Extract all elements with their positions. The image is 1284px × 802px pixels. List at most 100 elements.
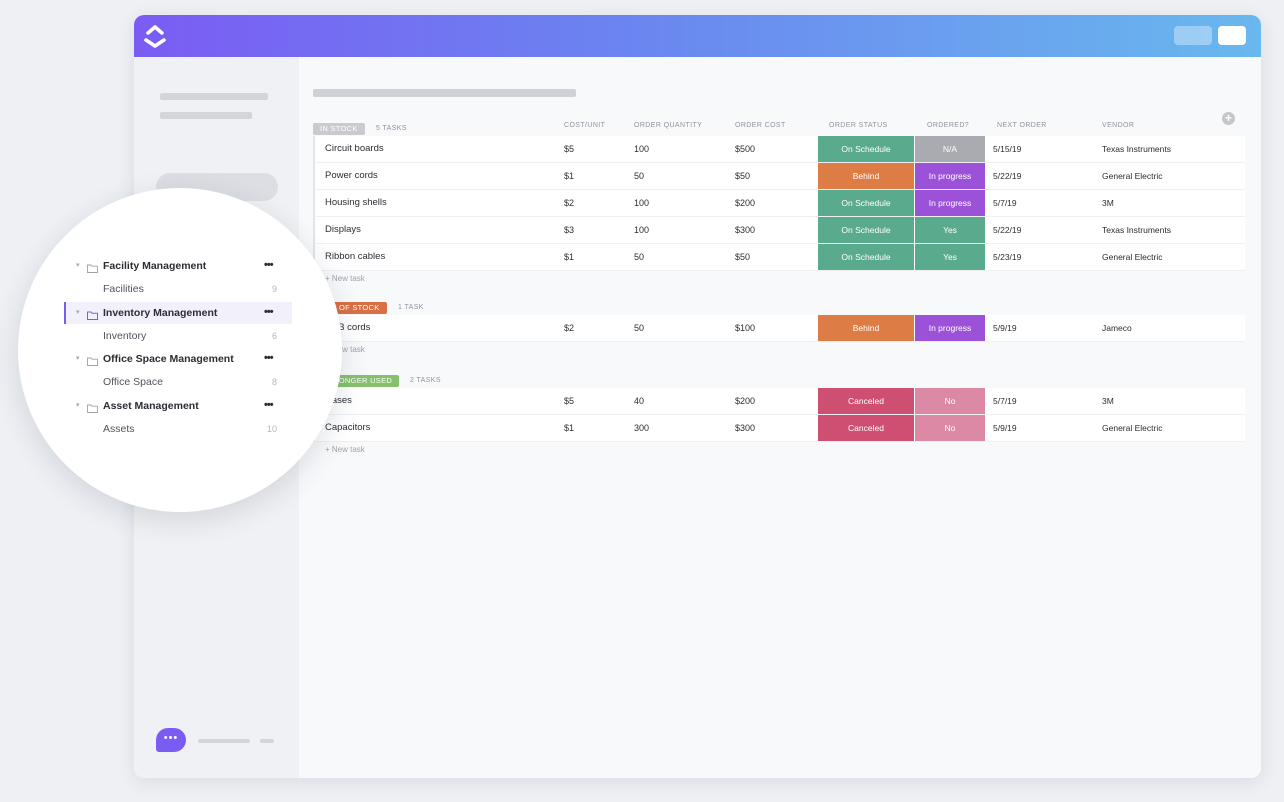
- vendor: Texas Instruments: [1102, 144, 1171, 154]
- task-name: Housing shells: [325, 197, 387, 208]
- table-row[interactable]: USB cords $2 50 $100 5/9/19 Jameco Behind In pr…: [313, 315, 1245, 342]
- list-task-count: 8: [271, 377, 277, 387]
- table-row[interactable]: Circuit boards $5 100 $500 5/15/19 Texas Inst…: [313, 136, 1245, 163]
- order-cost: $200: [735, 396, 756, 406]
- table-row[interactable]: Displays $3 100 $300 5/22/19 Texas Instrument…: [313, 217, 1245, 244]
- folder-row[interactable]: ▾ Facility Management •••: [18, 255, 342, 277]
- column-header[interactable]: ORDERED?: [927, 122, 970, 129]
- sidebar-placeholder-line: [160, 112, 252, 119]
- order-cost: $500: [735, 144, 756, 154]
- order-status-badge[interactable]: Behind: [818, 315, 914, 341]
- more-options-icon[interactable]: •••: [264, 398, 274, 411]
- folder-name: Inventory Management: [103, 306, 218, 319]
- ordered-badge[interactable]: In progress: [915, 190, 985, 216]
- list-item[interactable]: Assets 10: [18, 418, 342, 440]
- column-header[interactable]: VENDOR: [1102, 122, 1135, 129]
- folder-name: Office Space Management: [103, 353, 234, 365]
- top-bar-button[interactable]: [1218, 26, 1246, 45]
- vendor: Texas Instruments: [1102, 225, 1171, 235]
- next-order-date: 5/7/19: [993, 396, 1017, 406]
- more-options-icon[interactable]: •••: [264, 352, 274, 364]
- new-task-button[interactable]: + New task: [325, 345, 365, 354]
- folder-icon: [87, 260, 98, 273]
- folder-icon: [87, 400, 98, 413]
- more-options-icon[interactable]: •••: [264, 305, 274, 318]
- list-name: Facilities: [103, 283, 144, 295]
- folder-row[interactable]: ▾ Asset Management •••: [18, 395, 342, 417]
- folder-row[interactable]: ▾ Office Space Management •••: [18, 348, 342, 370]
- list-task-count: 9: [271, 284, 277, 294]
- next-order-date: 5/15/19: [993, 144, 1022, 154]
- order-status-badge[interactable]: On Schedule: [818, 136, 914, 162]
- order-cost: $100: [735, 323, 756, 333]
- order-status-badge[interactable]: Canceled: [818, 388, 914, 414]
- chat-bubble-icon[interactable]: •••: [156, 728, 186, 752]
- order-cost: $200: [735, 198, 756, 208]
- vendor: 3M: [1102, 396, 1114, 406]
- order-quantity: 100: [634, 225, 650, 235]
- page-title-placeholder: [313, 89, 576, 97]
- vendor: General Electric: [1102, 252, 1163, 262]
- plus-circle-icon[interactable]: +: [1222, 112, 1235, 125]
- task-name: Cases: [325, 395, 352, 406]
- ordered-badge[interactable]: No: [915, 415, 985, 441]
- ordered-badge[interactable]: In progress: [915, 163, 985, 189]
- list-task-count: 10: [266, 423, 277, 434]
- order-status-badge[interactable]: On Schedule: [818, 244, 914, 270]
- vendor: Jameco: [1102, 323, 1132, 333]
- order-status-badge[interactable]: Canceled: [818, 415, 914, 441]
- order-cost: $50: [735, 252, 751, 262]
- order-status-badge[interactable]: On Schedule: [818, 217, 914, 243]
- column-header[interactable]: ORDER QUANTITY: [634, 122, 703, 129]
- column-header[interactable]: ORDER COST: [735, 122, 786, 129]
- column-header[interactable]: ORDER STATUS: [829, 122, 888, 129]
- list-item[interactable]: Facilities 9: [18, 278, 342, 300]
- clickup-logo-icon[interactable]: [142, 22, 168, 50]
- order-quantity: 100: [634, 198, 650, 208]
- table-row[interactable]: Power cords $1 50 $50 5/22/19 General Electri…: [313, 163, 1245, 190]
- caret-down-icon[interactable]: ▾: [76, 401, 80, 409]
- sidebar-placeholder-line: [160, 93, 268, 100]
- column-header[interactable]: NEXT ORDER: [997, 122, 1047, 129]
- table-row[interactable]: Housing shells $2 100 $200 5/7/19 3M On Schedu…: [313, 190, 1245, 217]
- ordered-badge[interactable]: Yes: [915, 217, 985, 243]
- folder-row[interactable]: ▾ Inventory Management •••: [64, 301, 292, 324]
- order-cost: $300: [735, 423, 756, 433]
- next-order-date: 5/9/19: [993, 423, 1017, 433]
- top-bar-button-placeholder[interactable]: [1174, 26, 1212, 45]
- ordered-badge[interactable]: In progress: [915, 315, 985, 341]
- new-task-button[interactable]: + New task: [325, 445, 365, 454]
- list-item[interactable]: Office Space 8: [18, 371, 342, 393]
- caret-down-icon[interactable]: ▾: [76, 262, 80, 269]
- column-header[interactable]: COST/UNIT: [564, 122, 606, 129]
- order-status-badge[interactable]: On Schedule: [818, 190, 914, 216]
- caret-down-icon[interactable]: ▾: [76, 355, 80, 362]
- table-row[interactable]: Capacitors $1 300 $300 5/9/19 General Electri…: [313, 415, 1245, 442]
- ordered-badge[interactable]: No: [915, 388, 985, 414]
- list-name: Assets: [103, 422, 135, 435]
- list-name: Inventory: [103, 329, 147, 342]
- group-task-count: 1 TASK: [398, 304, 424, 311]
- table-row[interactable]: Cases $5 40 $200 5/7/19 3M Canceled No: [313, 388, 1245, 415]
- order-quantity: 50: [634, 171, 645, 181]
- list-item[interactable]: Inventory 6: [18, 325, 342, 347]
- order-cost: $50: [735, 171, 751, 181]
- cost-per-unit: $3: [564, 225, 575, 235]
- order-quantity: 50: [634, 252, 645, 262]
- table-row[interactable]: Ribbon cables $1 50 $50 5/23/19 General Elect…: [313, 244, 1245, 271]
- cost-per-unit: $5: [564, 396, 575, 406]
- order-status-badge[interactable]: Behind: [818, 163, 914, 189]
- next-order-date: 5/9/19: [993, 323, 1017, 333]
- more-options-icon[interactable]: •••: [264, 259, 274, 271]
- caret-down-icon[interactable]: ▾: [76, 308, 80, 316]
- ordered-badge[interactable]: N/A: [915, 136, 985, 162]
- next-order-date: 5/23/19: [993, 252, 1022, 262]
- task-name: Capacitors: [325, 422, 371, 433]
- ordered-badge[interactable]: Yes: [915, 244, 985, 270]
- group-tag[interactable]: IN STOCK: [313, 123, 365, 135]
- new-task-button[interactable]: + New task: [325, 274, 365, 283]
- vendor: General Electric: [1102, 171, 1163, 181]
- folder-icon: [87, 307, 98, 320]
- sidebar-zoom-lens: ▾ Facility Management ••• Facilities 9 ▾ Inven…: [18, 188, 342, 512]
- next-order-date: 5/22/19: [993, 171, 1022, 181]
